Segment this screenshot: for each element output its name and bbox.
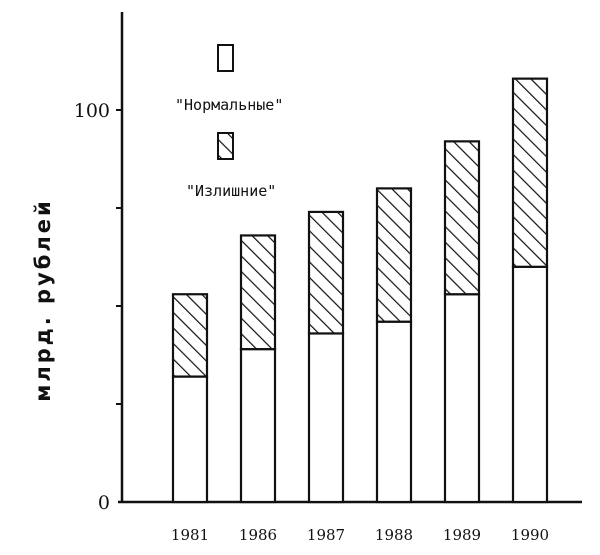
legend-swatch-normal bbox=[217, 44, 234, 72]
legend-label-excess: "Излишние" bbox=[186, 182, 276, 200]
y-tick-label: 100 bbox=[74, 100, 110, 122]
bar-segment-normal-1987 bbox=[307, 332, 345, 504]
bar-segment-excess-1990 bbox=[511, 77, 549, 268]
legend-swatch-excess bbox=[217, 132, 234, 160]
bar-segment-excess-1981 bbox=[171, 293, 209, 378]
x-tick-label-1989: 1989 bbox=[443, 526, 481, 544]
bar-segment-normal-1988 bbox=[375, 320, 413, 504]
bar-segment-normal-1981 bbox=[171, 375, 209, 504]
x-tick-label-1988: 1988 bbox=[375, 526, 413, 544]
legend-label-normal: "Нормальные" bbox=[175, 96, 283, 114]
x-tick-label-1990: 1990 bbox=[511, 526, 549, 544]
bar-segment-excess-1989 bbox=[443, 140, 481, 296]
x-tick-label-1986: 1986 bbox=[239, 526, 277, 544]
legend: "Нормальные" "Излишние" bbox=[175, 44, 283, 200]
y-axis-title: млрд. рублей bbox=[31, 198, 55, 402]
y-tick-label: 0 bbox=[98, 492, 110, 514]
bar-segment-excess-1988 bbox=[375, 187, 413, 323]
bar-segment-excess-1987 bbox=[307, 210, 345, 335]
bars bbox=[171, 77, 549, 504]
bar-segment-normal-1989 bbox=[443, 293, 481, 504]
y-ticks: 0 100 bbox=[74, 100, 122, 514]
bar-segment-normal-1986 bbox=[239, 348, 277, 504]
x-tick-label-1987: 1987 bbox=[307, 526, 345, 544]
bar-segment-excess-1986 bbox=[239, 234, 277, 351]
bar-segment-normal-1990 bbox=[511, 265, 549, 504]
x-tick-labels: 1981 1986 1987 1988 1989 1990 bbox=[171, 526, 549, 544]
x-tick-label-1981: 1981 bbox=[171, 526, 209, 544]
